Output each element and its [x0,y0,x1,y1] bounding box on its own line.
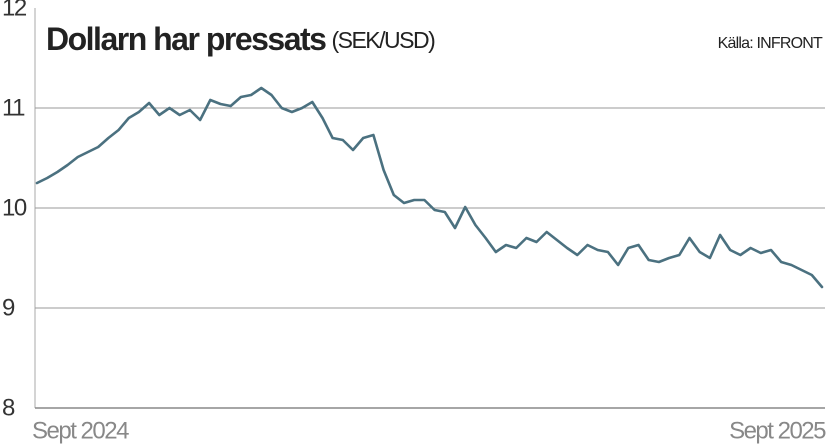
title: Dollarn har pressats [46,21,326,57]
y-tick-label: 8 [2,394,15,421]
subtitle: (SEK/USD) [331,27,435,53]
data-line [35,86,824,289]
y-tick-label: 10 [2,194,27,221]
y-tick-label: 11 [2,94,25,121]
x-tick-label: Sept 2024 [32,417,129,444]
y-tick-label: 9 [2,294,15,321]
chart-title: Dollarn har pressats (SEK/USD) [46,21,435,57]
source: Källa: INFRONT [718,35,823,52]
x-tick-label: Sept 2025 [729,417,826,444]
y-tick-label: 12 [2,0,27,21]
